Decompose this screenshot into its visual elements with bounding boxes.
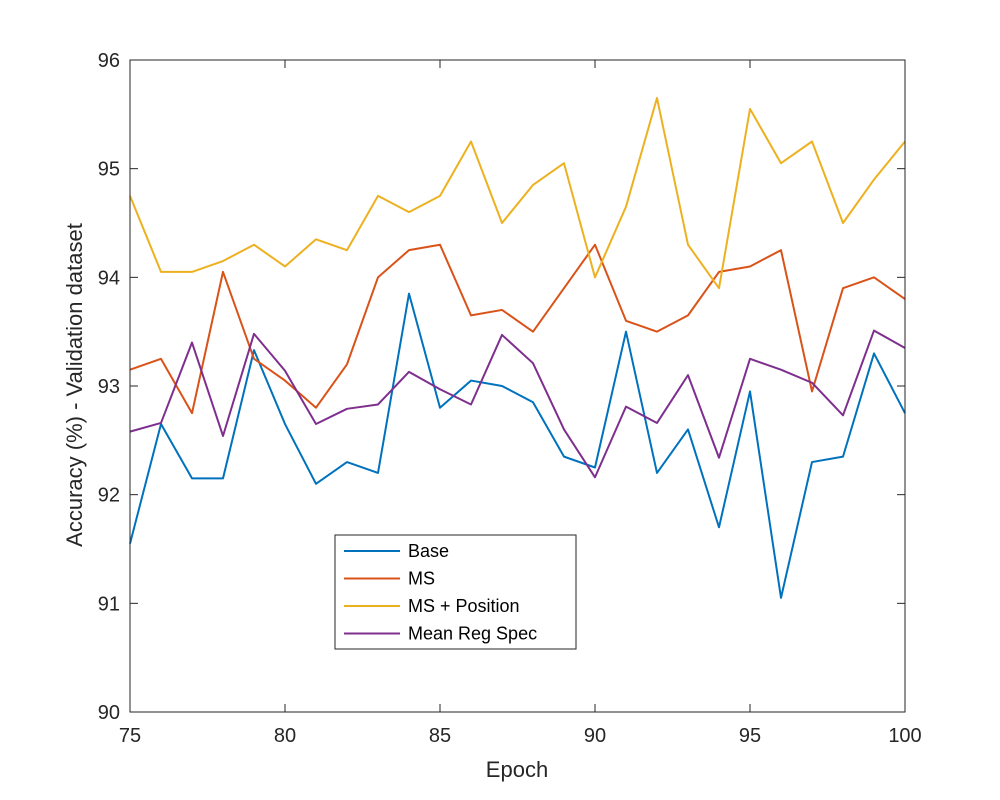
legend-box xyxy=(334,534,577,650)
x-axis-title: Epoch xyxy=(486,757,548,782)
legend: Base MS MS + Position Mean Reg Spec xyxy=(334,534,577,650)
series-line-mean-reg-spec xyxy=(129,329,906,479)
y-tick-label: 91 xyxy=(98,593,120,615)
series-layer xyxy=(129,97,906,599)
series-line-ms-position xyxy=(129,97,906,290)
legend-label-ms-position: MS + Position xyxy=(408,596,520,616)
tick-layer: 75 80 85 90 95 100 90 91 92 93 94 95 96 xyxy=(98,50,922,747)
legend-label-base: Base xyxy=(408,541,449,561)
x-tick-label: 90 xyxy=(584,725,606,747)
y-axis-title: Accuracy (%) - Validation dataset xyxy=(62,223,87,547)
x-tick-label: 100 xyxy=(888,725,921,747)
x-tick-label: 85 xyxy=(429,725,451,747)
legend-label-ms: MS xyxy=(408,569,435,589)
y-tick-label: 90 xyxy=(98,702,120,724)
y-tick-label: 92 xyxy=(98,485,120,507)
series-line-ms xyxy=(129,243,906,415)
x-tick-label: 95 xyxy=(739,725,761,747)
y-tick-label: 96 xyxy=(98,50,120,72)
legend-label-mean-reg-spec: Mean Reg Spec xyxy=(408,624,537,644)
y-tick-label: 93 xyxy=(98,376,120,398)
x-tick-label: 75 xyxy=(119,725,141,747)
y-tick-label: 95 xyxy=(98,159,120,181)
y-tick-label: 94 xyxy=(98,267,120,289)
x-tick-label: 80 xyxy=(274,725,296,747)
